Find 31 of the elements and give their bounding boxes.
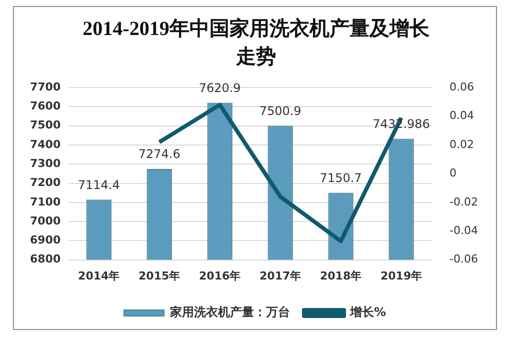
y-tick-label: 7200 — [30, 176, 61, 190]
data-label: 7500.9 — [259, 104, 302, 118]
y2-tick-label: 0.06 — [450, 80, 474, 94]
legend-label: 增长% — [348, 305, 386, 320]
x-tick-label: 2019年 — [380, 269, 422, 282]
y2-tick-label: 0.04 — [450, 109, 474, 122]
data-label: 7620.9 — [198, 80, 241, 95]
x-tick-label: 2017年 — [260, 269, 302, 282]
x-tick-label: 2016年 — [199, 269, 241, 282]
y-tick-label: 7300 — [30, 156, 61, 170]
chart-title: 2014-2019年中国家用洗衣机产量及增长走势 — [82, 16, 430, 70]
y-tick-label: 6800 — [30, 252, 61, 266]
y-tick-label: 6900 — [30, 234, 61, 247]
data-label: 7274.6 — [138, 147, 180, 162]
y-tick-label: 7100 — [30, 195, 61, 208]
y2-tick-label: -0.02 — [450, 195, 478, 208]
y2-tick-label: -0.06 — [450, 252, 478, 266]
y2-tick-label: 0 — [450, 166, 457, 180]
x-tick-label: 2014年 — [78, 269, 120, 282]
data-label: 7150.7 — [320, 170, 362, 185]
y2-tick-label: -0.04 — [450, 224, 478, 237]
y-tick-label: 7500 — [30, 118, 61, 132]
y-tick-label: 7700 — [30, 80, 61, 94]
y-tick-label: 7400 — [30, 138, 61, 151]
legend-label: 家用洗衣机产量：万台 — [168, 305, 290, 320]
y2-tick-label: 0.02 — [450, 138, 474, 151]
x-tick-label: 2015年 — [138, 269, 180, 282]
data-label: 7114.4 — [78, 178, 120, 192]
x-tick-label: 2018年 — [320, 269, 362, 282]
y-tick-label: 7000 — [30, 214, 61, 228]
y-tick-label: 7600 — [30, 100, 61, 113]
